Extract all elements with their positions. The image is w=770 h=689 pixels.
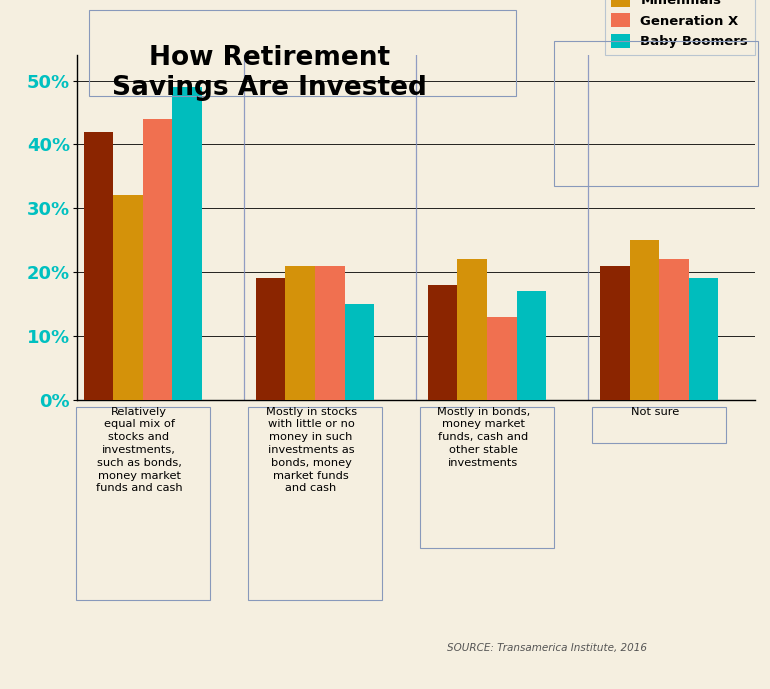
Bar bbox=[286, 266, 315, 400]
Bar bbox=[487, 317, 517, 400]
Bar bbox=[143, 119, 172, 400]
Bar bbox=[315, 266, 344, 400]
Bar bbox=[659, 259, 688, 400]
Bar bbox=[600, 266, 630, 400]
Bar bbox=[688, 278, 718, 400]
Bar bbox=[457, 259, 487, 400]
Text: SOURCE: Transamerica Institute, 2016: SOURCE: Transamerica Institute, 2016 bbox=[447, 643, 647, 653]
Bar bbox=[344, 304, 374, 400]
Bar bbox=[113, 196, 143, 400]
Text: Relatively
equal mix of
stocks and
investments,
such as bonds,
money market
fund: Relatively equal mix of stocks and inves… bbox=[95, 407, 182, 493]
Bar bbox=[630, 240, 659, 400]
Bar bbox=[428, 285, 457, 400]
Legend: All Workers, Millennials, Generation X, Baby Boomers: All Workers, Millennials, Generation X, … bbox=[604, 0, 755, 54]
Text: Not sure: Not sure bbox=[631, 407, 679, 417]
Text: Mostly in bonds,
money market
funds, cash and
other stable
investments: Mostly in bonds, money market funds, cas… bbox=[437, 407, 530, 468]
Bar bbox=[517, 291, 546, 400]
Bar bbox=[84, 132, 113, 400]
Bar bbox=[172, 87, 202, 400]
Text: How Retirement
Savings Are Invested: How Retirement Savings Are Invested bbox=[112, 45, 427, 101]
Bar bbox=[256, 278, 286, 400]
Text: Mostly in stocks
with little or no
money in such
investments as
bonds, money
mar: Mostly in stocks with little or no money… bbox=[266, 407, 357, 493]
